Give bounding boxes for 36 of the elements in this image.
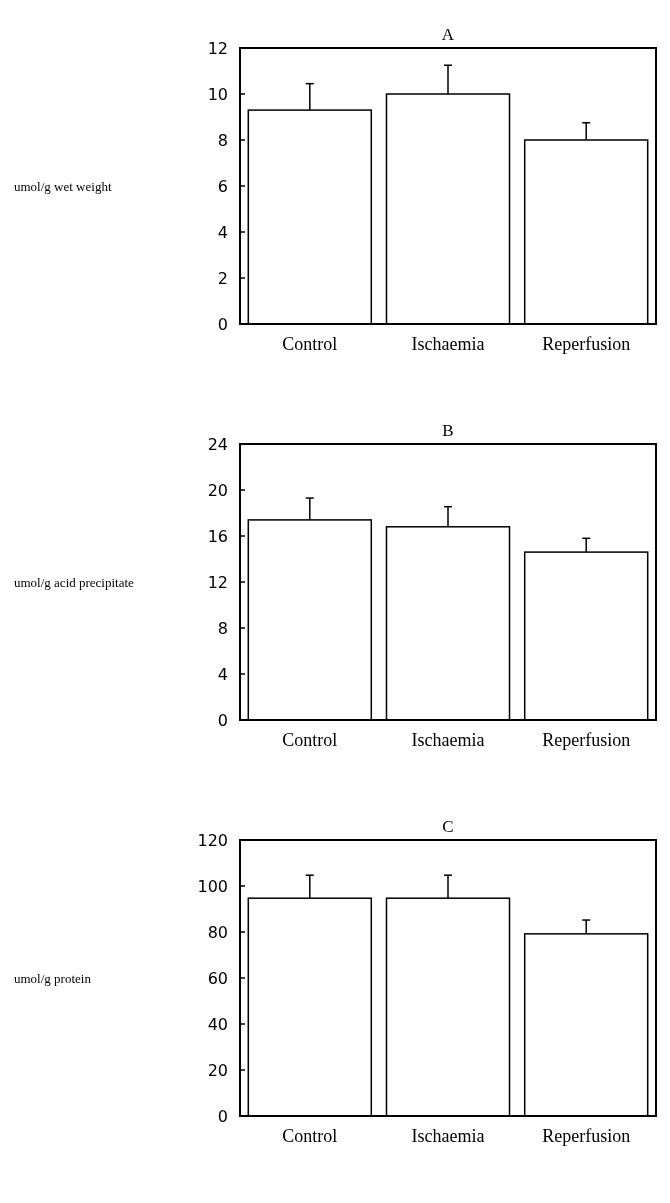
y-tick-label: 4 — [217, 222, 228, 242]
y-tick-label: 10 — [207, 84, 228, 104]
y-tick-label: 24 — [207, 434, 228, 454]
y-tick-label: 0 — [217, 314, 228, 334]
y-tick-label: 60 — [207, 968, 228, 988]
y-tick-label: 80 — [207, 922, 228, 942]
x-tick-label: Reperfusion — [542, 1126, 631, 1146]
y-tick-label: 4 — [217, 664, 228, 684]
y-tick-label: 8 — [217, 618, 228, 638]
chart-title: B — [442, 421, 454, 440]
y-tick-label: 20 — [207, 1060, 228, 1080]
y-axis-title: umol/g protein — [14, 970, 92, 986]
chart-title: C — [442, 817, 454, 836]
y-tick-label: 16 — [207, 526, 228, 546]
y-tick-label: 12 — [207, 572, 228, 592]
y-tick-label: 0 — [217, 710, 228, 730]
x-tick-label: Ischaemia — [411, 1126, 485, 1146]
y-tick-label: 40 — [207, 1014, 228, 1034]
x-tick-label: Ischaemia — [411, 334, 485, 354]
x-tick-label: Reperfusion — [542, 730, 631, 750]
x-tick-label: Control — [282, 334, 338, 354]
x-tick-label: Control — [282, 1126, 338, 1146]
y-tick-label: 8 — [217, 130, 228, 150]
y-tick-label: 20 — [207, 480, 228, 500]
y-tick-label: 120 — [197, 830, 228, 850]
x-tick-label: Control — [282, 730, 338, 750]
y-tick-label: 0 — [217, 1106, 228, 1126]
y-tick-label: 2 — [217, 268, 228, 288]
y-tick-label: 12 — [207, 38, 228, 58]
y-axis-title: umol/g wet weight — [14, 178, 112, 194]
x-tick-label: Ischaemia — [411, 730, 485, 750]
y-tick-label: 100 — [197, 876, 228, 896]
y-axis-title: umol/g acid precipitate — [14, 574, 135, 590]
x-tick-label: Reperfusion — [542, 334, 631, 354]
y-tick-label: 6 — [217, 176, 228, 196]
chart-title: A — [441, 25, 455, 44]
